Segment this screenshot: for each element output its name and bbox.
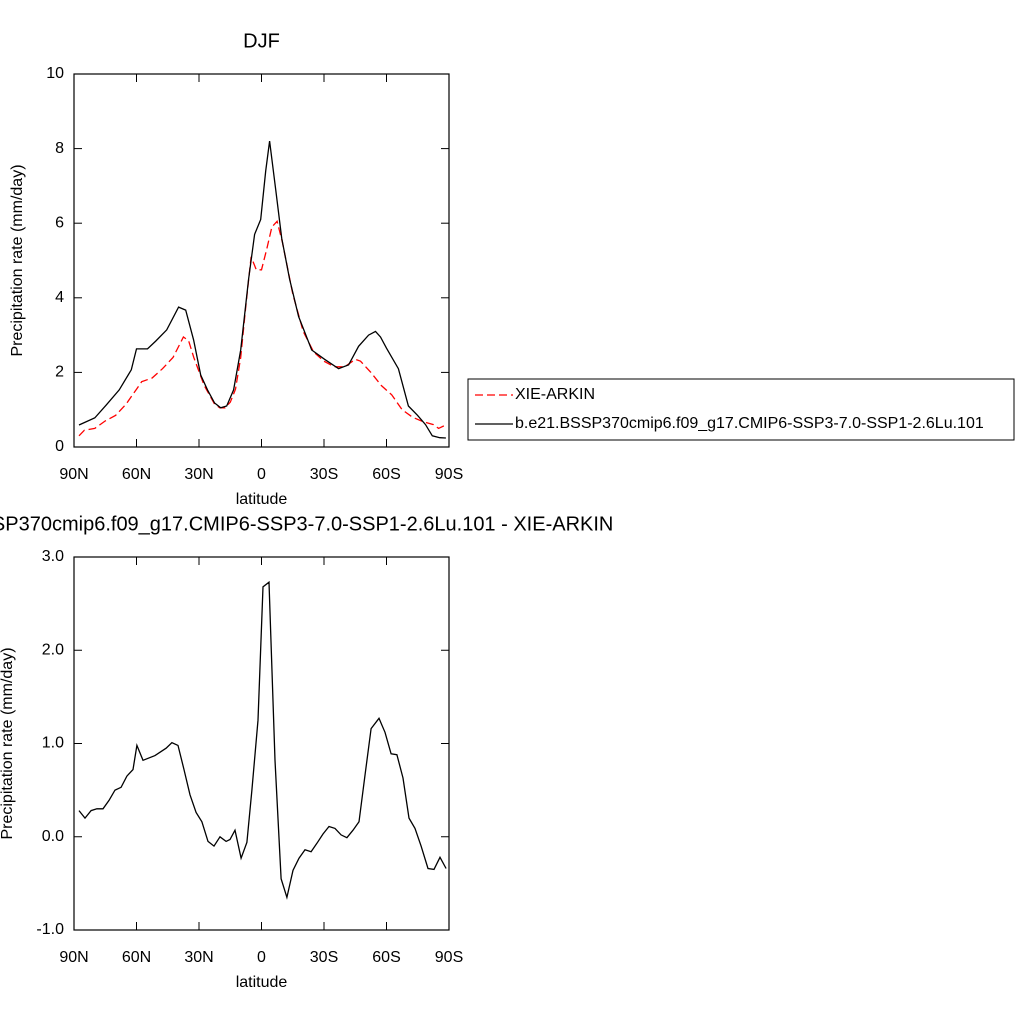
x-axis-label: latitude bbox=[236, 974, 288, 991]
y-tick-label: -1.0 bbox=[36, 921, 64, 938]
x-tick-label: 90S bbox=[435, 949, 463, 966]
x-tick-label: 0 bbox=[257, 466, 266, 483]
legend-label: b.e21.BSSP370cmip6.f09_g17.CMIP6-SSP3-7.… bbox=[515, 415, 984, 432]
x-tick-label: 60S bbox=[372, 466, 400, 483]
y-tick-label: 6 bbox=[55, 214, 64, 231]
y-tick-label: 4 bbox=[55, 289, 64, 306]
y-tick-label: 3.0 bbox=[42, 548, 64, 565]
x-tick-label: 30N bbox=[184, 949, 213, 966]
y-tick-label: 1.0 bbox=[42, 735, 64, 752]
y-tick-label: 2.0 bbox=[42, 641, 64, 658]
x-tick-label: 90N bbox=[59, 466, 88, 483]
x-tick-label: 30S bbox=[310, 466, 338, 483]
legend-box bbox=[467, 378, 1015, 441]
x-tick-label: 90N bbox=[59, 949, 88, 966]
data-line bbox=[78, 219, 446, 437]
y-tick-label: 0 bbox=[55, 438, 64, 455]
y-tick-label: 10 bbox=[46, 65, 64, 82]
data-line bbox=[78, 580, 447, 900]
plot-frame bbox=[73, 73, 450, 448]
legend-label: XIE-ARKIN bbox=[515, 386, 595, 403]
x-tick-label: 60N bbox=[122, 949, 151, 966]
x-tick-label: 30S bbox=[310, 949, 338, 966]
x-tick-label: 90S bbox=[435, 466, 463, 483]
data-line bbox=[78, 141, 446, 439]
x-tick-label: 60N bbox=[122, 466, 151, 483]
x-axis-label: latitude bbox=[236, 491, 288, 508]
y-tick-label: 2 bbox=[55, 364, 64, 381]
y-axis-label: Precipitation rate (mm/day) bbox=[9, 164, 26, 356]
y-axis-label: Precipitation rate (mm/day) bbox=[0, 647, 16, 839]
y-tick-label: 0.0 bbox=[42, 828, 64, 845]
y-tick-label: 8 bbox=[55, 140, 64, 157]
x-tick-label: 60S bbox=[372, 949, 400, 966]
x-tick-label: 0 bbox=[257, 949, 266, 966]
chart-title: DJF bbox=[243, 30, 280, 52]
plot-frame bbox=[73, 556, 450, 931]
x-tick-label: 30N bbox=[184, 466, 213, 483]
chart-title: b.e21.BSSP370cmip6.f09_g17.CMIP6-SSP3-7.… bbox=[0, 513, 613, 535]
